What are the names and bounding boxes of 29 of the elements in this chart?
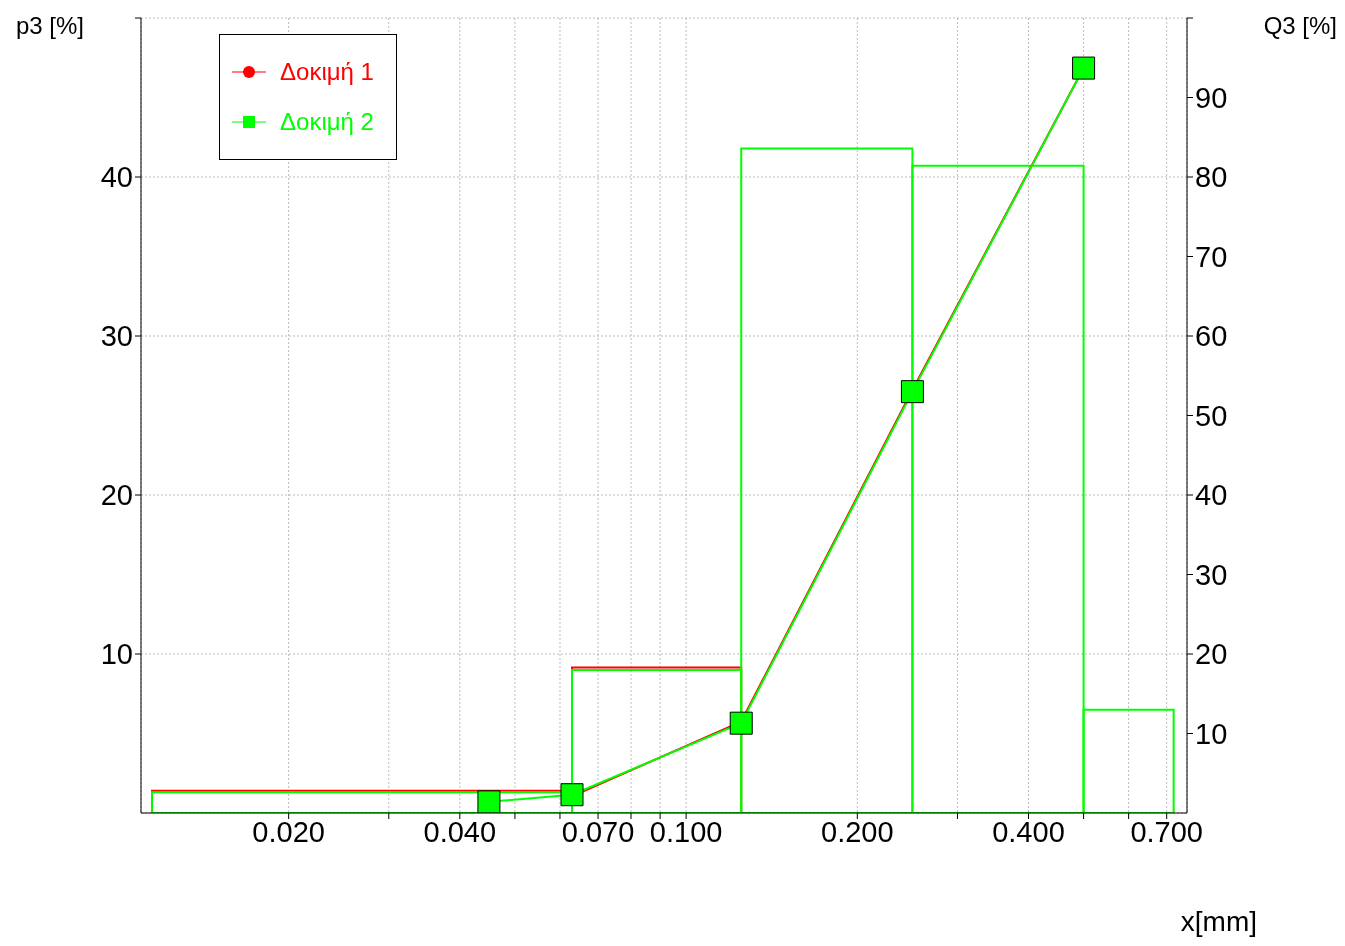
y2-tick-label: 80 (1195, 161, 1228, 194)
x-tick-label: 0.040 (423, 815, 497, 848)
x-tick-label: 0.020 (252, 815, 325, 848)
y2-tick-label: 40 (1195, 479, 1228, 512)
y2-tick-label: 50 (1195, 399, 1228, 432)
y2-axis-title: Q3 [%] (1263, 12, 1337, 40)
legend-label: Δοκιμή 2 (280, 108, 374, 136)
legend-label: Δοκιμή 1 (280, 58, 374, 86)
y2-tick-label: 60 (1195, 320, 1228, 353)
y-tick-label: 40 (100, 161, 133, 194)
y-tick-label: 20 (100, 479, 133, 512)
point (560, 783, 584, 807)
y2-tick-label: 20 (1195, 638, 1228, 671)
y2-tick-label: 30 (1195, 558, 1228, 591)
y-tick-label: 10 (100, 638, 133, 671)
x-tick-label: 0.700 (1130, 815, 1203, 848)
y2-tick-label: 70 (1195, 240, 1228, 273)
y-axis-title: p3 [%] (16, 12, 85, 40)
point (900, 380, 924, 404)
y2-tick-label: 10 (1195, 717, 1228, 750)
x-axis-title: x[mm] (1180, 906, 1257, 938)
y2-tick-label: 90 (1195, 81, 1228, 114)
x-tick-label: 0.100 (649, 815, 723, 848)
x-tick-label: 0.400 (992, 815, 1065, 848)
y-tick-label: 30 (100, 320, 133, 353)
x-tick-label: 0.070 (561, 815, 635, 848)
point (1072, 56, 1096, 80)
x-tick-label: 0.200 (821, 815, 894, 848)
point (729, 711, 753, 735)
